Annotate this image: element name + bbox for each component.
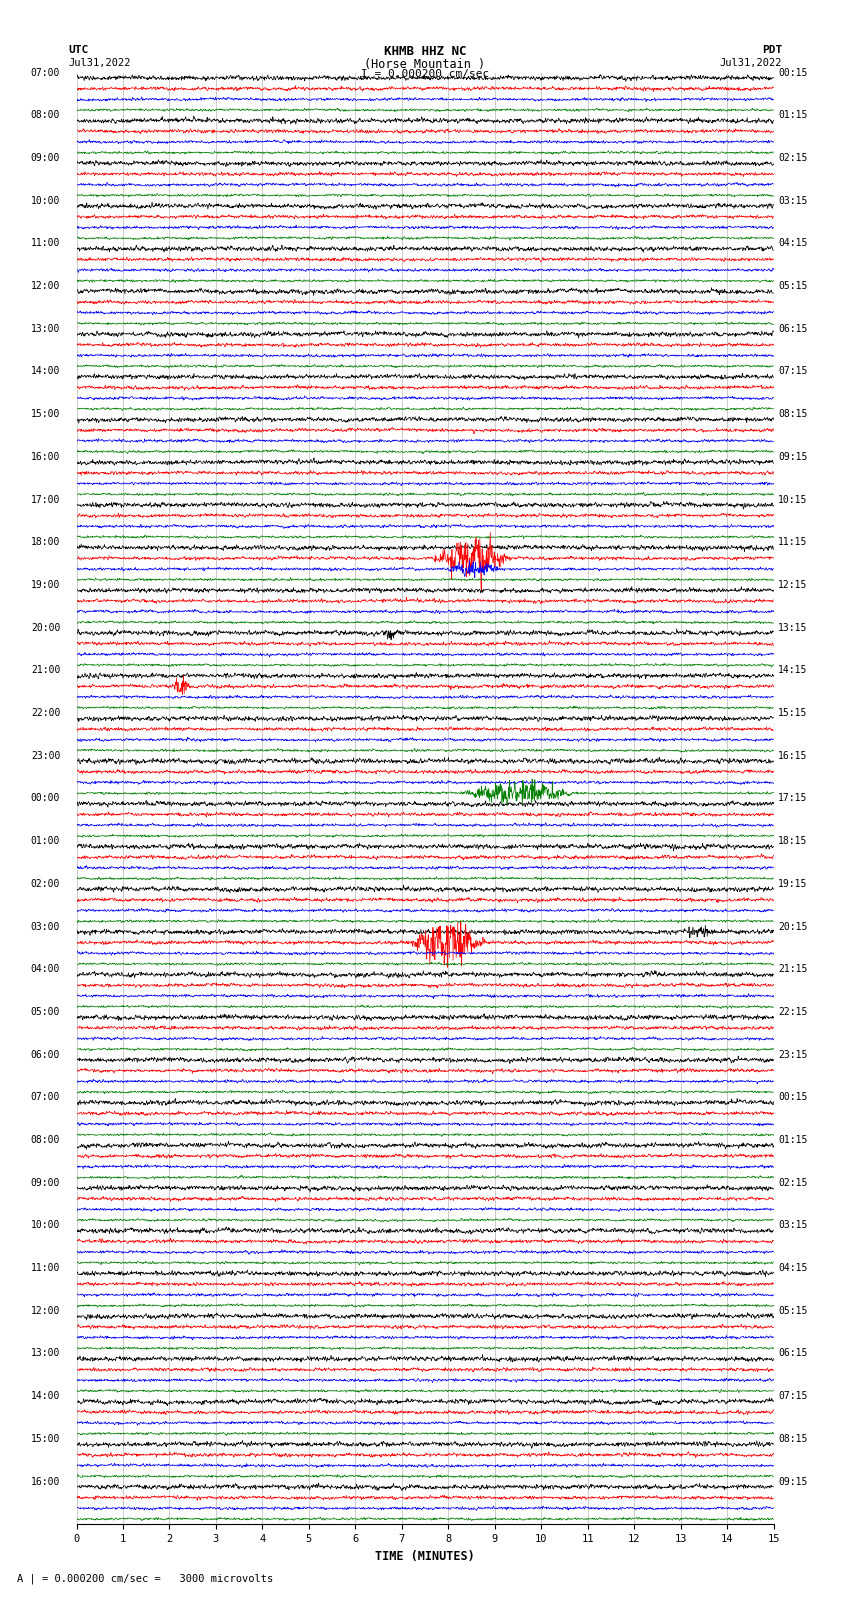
Text: 17:15: 17:15 [778,794,807,803]
Text: 05:00: 05:00 [31,1007,60,1016]
Text: 02:15: 02:15 [778,153,807,163]
Text: 06:15: 06:15 [778,324,807,334]
Text: 00:15: 00:15 [778,1092,807,1102]
Text: 00:15: 00:15 [778,68,807,77]
Text: 01:15: 01:15 [778,110,807,121]
Text: 04:15: 04:15 [778,239,807,248]
Text: 08:00: 08:00 [31,110,60,121]
Text: 07:15: 07:15 [778,1390,807,1402]
Text: 07:00: 07:00 [31,68,60,77]
Text: PDT: PDT [762,45,782,55]
Text: (Horse Mountain ): (Horse Mountain ) [365,58,485,71]
Text: 14:00: 14:00 [31,366,60,376]
Text: 18:00: 18:00 [31,537,60,547]
Text: Jul31,2022: Jul31,2022 [68,58,131,68]
Text: 15:15: 15:15 [778,708,807,718]
Text: 02:15: 02:15 [778,1177,807,1187]
Text: 14:15: 14:15 [778,665,807,676]
Text: 04:15: 04:15 [778,1263,807,1273]
Text: 19:00: 19:00 [31,581,60,590]
Text: 22:00: 22:00 [31,708,60,718]
Text: A | = 0.000200 cm/sec =   3000 microvolts: A | = 0.000200 cm/sec = 3000 microvolts [17,1573,273,1584]
Text: 15:00: 15:00 [31,1434,60,1444]
X-axis label: TIME (MINUTES): TIME (MINUTES) [375,1550,475,1563]
Text: 16:00: 16:00 [31,1476,60,1487]
Text: 13:00: 13:00 [31,324,60,334]
Text: 05:15: 05:15 [778,1307,807,1316]
Text: 22:15: 22:15 [778,1007,807,1016]
Text: 12:00: 12:00 [31,1307,60,1316]
Text: 07:15: 07:15 [778,366,807,376]
Text: 11:00: 11:00 [31,1263,60,1273]
Text: 13:15: 13:15 [778,623,807,632]
Text: 08:15: 08:15 [778,410,807,419]
Text: 11:00: 11:00 [31,239,60,248]
Text: 03:00: 03:00 [31,921,60,932]
Text: 21:00: 21:00 [31,665,60,676]
Text: 17:00: 17:00 [31,495,60,505]
Text: 01:15: 01:15 [778,1136,807,1145]
Text: 01:00: 01:00 [31,836,60,847]
Text: 13:00: 13:00 [31,1348,60,1358]
Text: 20:15: 20:15 [778,921,807,932]
Text: 16:15: 16:15 [778,750,807,761]
Text: 10:00: 10:00 [31,195,60,206]
Text: KHMB HHZ NC: KHMB HHZ NC [383,45,467,58]
Text: 08:15: 08:15 [778,1434,807,1444]
Text: UTC: UTC [68,45,88,55]
Text: Jul31,2022: Jul31,2022 [719,58,782,68]
Text: 03:15: 03:15 [778,1221,807,1231]
Text: 10:00: 10:00 [31,1221,60,1231]
Text: 09:15: 09:15 [778,452,807,461]
Text: 06:00: 06:00 [31,1050,60,1060]
Text: 07:00: 07:00 [31,1092,60,1102]
Text: 18:15: 18:15 [778,836,807,847]
Text: I = 0.000200 cm/sec: I = 0.000200 cm/sec [361,69,489,79]
Text: 14:00: 14:00 [31,1390,60,1402]
Text: 21:15: 21:15 [778,965,807,974]
Text: 09:00: 09:00 [31,1177,60,1187]
Text: 11:15: 11:15 [778,537,807,547]
Text: 12:15: 12:15 [778,581,807,590]
Text: 05:15: 05:15 [778,281,807,290]
Text: 10:15: 10:15 [778,495,807,505]
Text: 23:00: 23:00 [31,750,60,761]
Text: 23:15: 23:15 [778,1050,807,1060]
Text: 20:00: 20:00 [31,623,60,632]
Text: 00:00: 00:00 [31,794,60,803]
Text: 02:00: 02:00 [31,879,60,889]
Text: 16:00: 16:00 [31,452,60,461]
Text: 04:00: 04:00 [31,965,60,974]
Text: 19:15: 19:15 [778,879,807,889]
Text: 15:00: 15:00 [31,410,60,419]
Text: 09:15: 09:15 [778,1476,807,1487]
Text: 12:00: 12:00 [31,281,60,290]
Text: 03:15: 03:15 [778,195,807,206]
Text: 08:00: 08:00 [31,1136,60,1145]
Text: 09:00: 09:00 [31,153,60,163]
Text: 06:15: 06:15 [778,1348,807,1358]
